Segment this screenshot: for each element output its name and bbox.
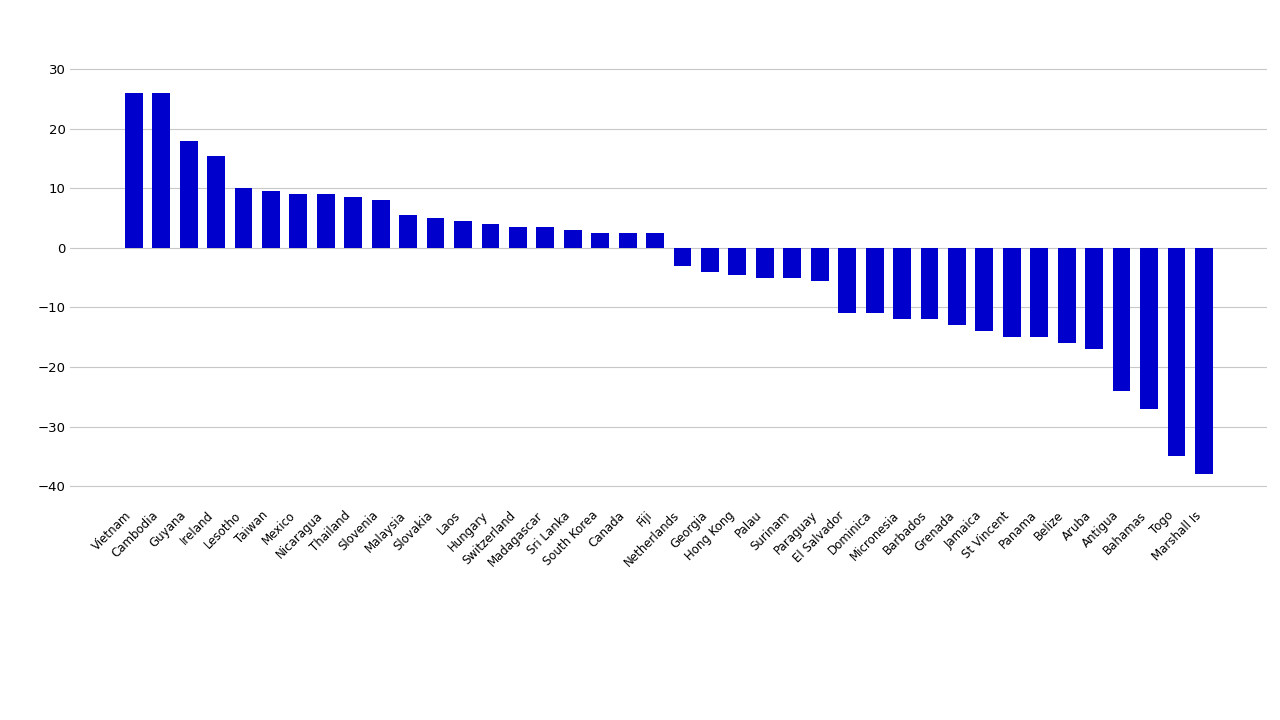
Bar <box>536 227 554 248</box>
Bar <box>1140 248 1158 409</box>
Bar <box>838 248 856 313</box>
Bar <box>426 218 444 248</box>
Bar <box>344 197 362 248</box>
Bar <box>591 233 609 248</box>
Bar <box>1057 248 1075 343</box>
Bar <box>893 248 911 320</box>
Bar <box>1004 248 1020 337</box>
Bar <box>207 156 225 248</box>
Bar <box>262 192 280 248</box>
Bar <box>481 224 499 248</box>
Bar <box>701 248 719 271</box>
Bar <box>317 194 334 248</box>
Bar <box>152 93 170 248</box>
Bar <box>948 248 966 325</box>
Bar <box>756 248 773 278</box>
Bar <box>1112 248 1130 391</box>
Bar <box>783 248 801 278</box>
Bar <box>865 248 883 313</box>
Bar <box>646 233 664 248</box>
Bar <box>371 200 389 248</box>
Bar <box>125 93 142 248</box>
Bar <box>179 140 197 248</box>
Bar <box>1085 248 1103 349</box>
Bar <box>673 248 691 266</box>
Bar <box>810 248 828 281</box>
Bar <box>454 221 472 248</box>
Bar <box>728 248 746 275</box>
Bar <box>975 248 993 331</box>
Bar <box>1196 248 1213 474</box>
Bar <box>564 230 581 248</box>
Bar <box>289 194 307 248</box>
Bar <box>618 233 636 248</box>
Bar <box>1167 248 1185 456</box>
Bar <box>920 248 938 320</box>
Bar <box>1030 248 1048 337</box>
Bar <box>509 227 527 248</box>
Bar <box>399 215 417 248</box>
Bar <box>234 189 252 248</box>
